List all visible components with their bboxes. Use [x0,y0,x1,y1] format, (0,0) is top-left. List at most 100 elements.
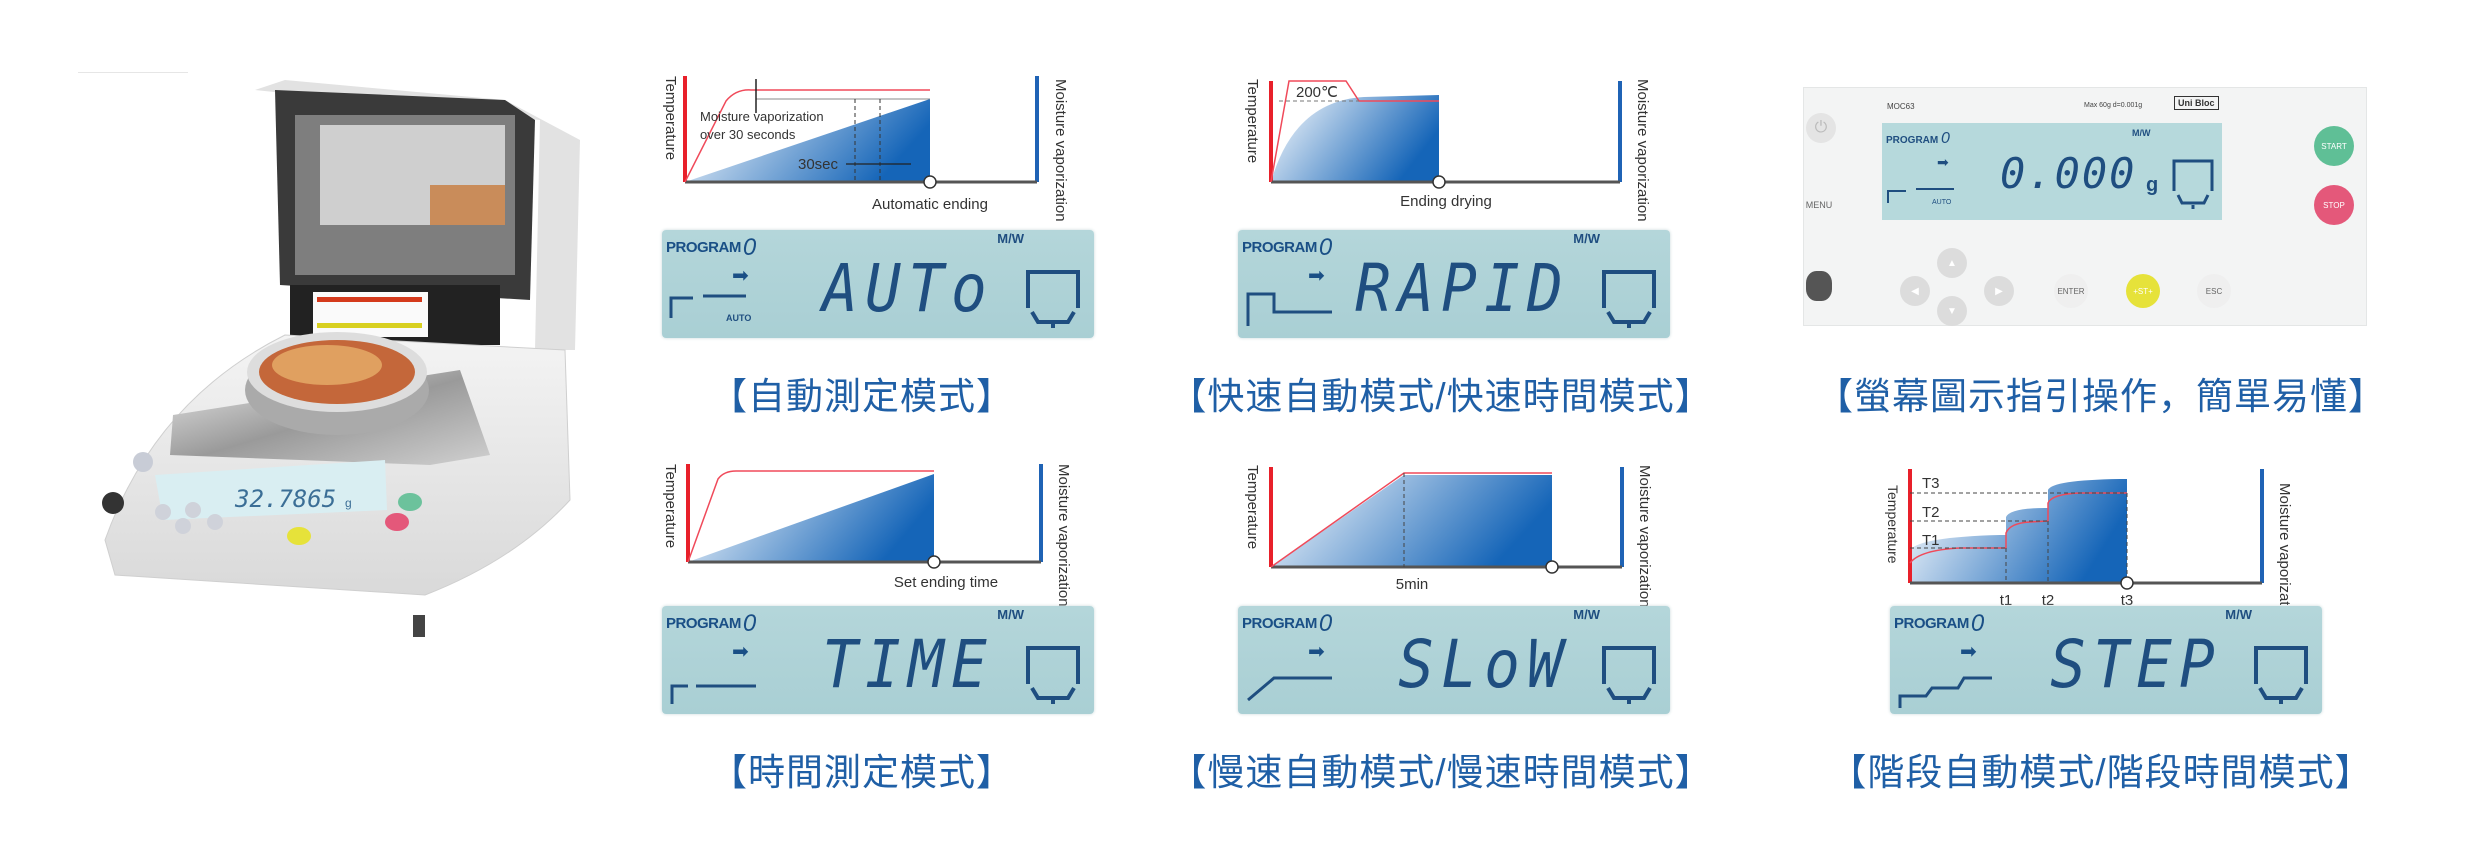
start-button[interactable]: START [2314,126,2354,166]
arrow-right-icon: ➡ [1308,265,1325,287]
mw-unit: M/W [1573,607,1600,622]
arrow-right-icon: ➡ [1308,641,1325,663]
program-indicator: PROGRAM0 [1894,610,1984,637]
step-mode-chart: Temperature Moisture vaporization T1 T2 … [1885,469,2293,605]
temp-level-label: T1 [1922,532,1940,549]
weighing-pan-icon [1026,646,1080,704]
time-lcd-display: PROGRAM0 ➡ TIME M/W [662,606,1094,714]
program-indicator: PROGRAM 0 [1886,130,1950,147]
profile-label: AUTO [726,313,752,323]
mw-unit: M/W [1573,231,1600,246]
time-mode-chart: Temperature Moisture vaporization Set en… [662,464,1072,607]
profile-label: AUTO [1932,199,1952,206]
y-left-label: Temperature [1244,465,1261,549]
divider [78,72,188,73]
auto-profile-icon [669,294,746,318]
slow-mode-chart: Temperature Moisture vaporization 5min [1244,465,1653,608]
weighing-pan-icon [2254,646,2308,704]
weighing-pan-icon [1026,270,1080,328]
lcd-mode-word: RAPID [1355,250,1570,327]
step-profile-icon [1898,676,1992,708]
time-mode-caption: 【時間測定模式】 [710,752,1014,793]
lcd-mode-word: AUTo [822,250,994,327]
program-indicator: PROGRAM0 [666,234,756,261]
mw-unit: M/W [997,231,1024,246]
rapid-lcd-display: PROGRAM0 ➡ RAPID M/W [1238,230,1670,338]
lcd-mode-word: TIME [822,626,994,703]
power-button[interactable]: ⏻ [1806,113,1836,143]
auto-lcd-display: PROGRAM0 ➡ AUTO AUTo M/W [662,230,1094,338]
lcd-mode-word: SLoW [1398,626,1570,703]
moisture-analyzer-photo: 32.7865 g [102,80,580,637]
temperature-curve [684,89,930,183]
end-point-marker [1432,175,1446,189]
panel-caption: 【螢幕圖示指引操作，簡單易懂】 [1816,376,2386,417]
weight-unit: g [2146,174,2159,196]
slow-lcd-display: PROGRAM0 ➡ SLoW M/W [1238,606,1670,714]
time-mark-label: t2 [2042,592,2055,605]
y-right-label: Moisture vaporization [1636,465,1653,608]
left-arrow-button[interactable]: ◀ [1900,276,1930,306]
end-label: Automatic ending [872,196,988,213]
end-point-marker [923,175,937,189]
st-button[interactable]: +ST+ [2126,274,2160,308]
leveling-knob [1806,271,1832,301]
spec-label: Max 60g d=0.001g [2084,102,2143,109]
lcd-mode-word: STEP [2050,626,2222,703]
y-left-label: Temperature [1885,485,1901,564]
arrow-right-icon: ➡ [732,265,749,287]
time-profile-icon [670,684,756,704]
temperature-label: 200℃ [1296,84,1338,101]
moisture-area [1910,479,2127,583]
mw-unit: M/W [2132,128,2151,138]
moisture-area [685,99,930,182]
program-indicator: PROGRAM0 [1242,610,1332,637]
photo-display-value: 32.7865 [234,485,336,513]
weight-reading: 0.000 [2000,149,2137,198]
temperature-curve [1909,492,2127,564]
auto-profile-icon [1887,188,1954,203]
auto-mode-caption: 【自動測定模式】 [710,376,1014,417]
rapid-profile-icon [1246,292,1332,326]
moisture-area [1271,475,1552,567]
moisture-area [688,474,934,562]
mw-unit: M/W [997,607,1024,622]
stop-button[interactable]: STOP [2314,185,2354,225]
arrow-right-icon: ➡ [1960,641,1977,663]
y-right-label: Moisture vaporization [1634,79,1651,221]
temp-level-label: T3 [1922,475,1940,492]
rapid-mode-caption: 【快速自動模式/快速時間模式】 [1169,376,1713,417]
up-arrow-button[interactable]: ▲ [1937,248,1967,278]
rapid-mode-chart: Temperature Moisture vaporization 200℃ E… [1244,79,1651,221]
time-mark-label: t1 [2000,592,2013,605]
time-mark-label: t3 [2121,592,2134,605]
end-point-marker [2120,576,2134,590]
annotation-text: over 30 seconds [700,127,796,142]
right-arrow-button[interactable]: ▶ [1984,276,2014,306]
down-arrow-button[interactable]: ▼ [1937,296,1967,326]
mw-unit: M/W [2225,607,2252,622]
temperature-curve [1270,80,1439,183]
enter-button[interactable]: ENTER [2054,274,2088,308]
end-label: Ending drying [1400,193,1492,210]
photo-display-unit: g [345,496,352,510]
model-label: MOC63 [1887,102,1915,111]
menu-button[interactable]: MENU [1805,200,1833,210]
end-point-marker [927,555,941,569]
weighing-pan-icon [1602,270,1656,328]
slow-mode-caption: 【慢速自動模式/慢速時間模式】 [1169,752,1713,793]
y-left-label: Temperature [662,76,679,160]
y-left-label: Temperature [662,464,679,548]
weighing-pan-icon [1602,646,1656,704]
annotation-text: Moisture vaporization [700,109,824,124]
esc-button[interactable]: ESC [2197,274,2231,308]
slow-profile-icon [1247,676,1332,702]
y-left-label: Temperature [1244,79,1261,163]
control-panel-photo: MOC63 Max 60g d=0.001g Uni Bloc PROGRAM … [1803,87,2367,326]
step-mode-caption: 【階段自動模式/階段時間模式】 [1829,752,2373,793]
step-lcd-display: PROGRAM0 ➡ STEP M/W [1890,606,2322,714]
program-indicator: PROGRAM0 [666,610,756,637]
y-right-label: Moisture vaporization [1055,464,1072,607]
auto-mode-chart: Temperature Moisture vaporization Moistu… [662,76,1069,221]
y-right-label: Moisture vaporization [2276,483,2293,605]
